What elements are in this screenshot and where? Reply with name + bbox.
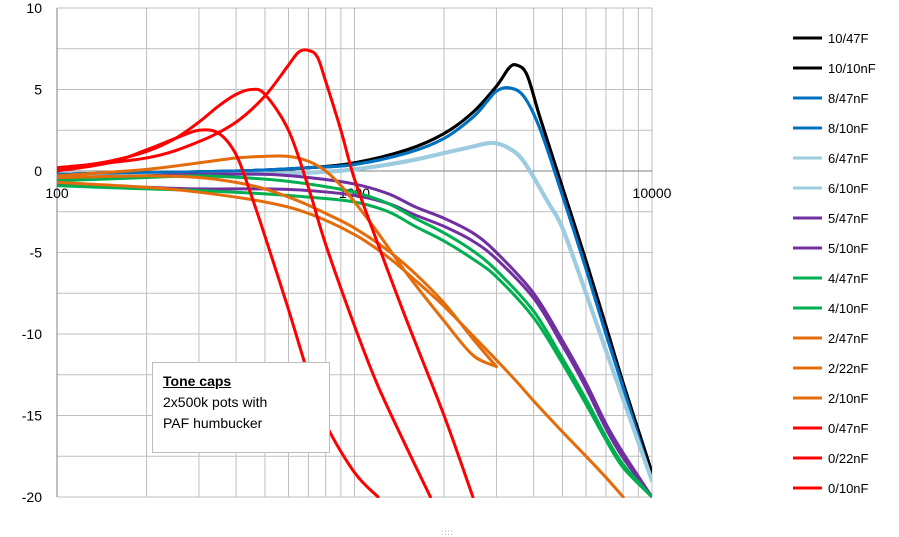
resize-handle[interactable]: :::: [441,528,454,537]
legend-label: 8/47nF [828,91,869,106]
legend-label: 5/10nF [828,241,869,256]
series-line [57,180,625,498]
series-line [57,184,652,498]
annotation-line-1: 2x500k pots with [163,394,268,410]
annotation-line-2: PAF humbucker [163,415,263,431]
grid-lines [56,7,653,498]
legend-label: 2/47nF [828,331,869,346]
annotation-title: Tone caps [163,373,232,389]
legend-label: 10/10nF [828,61,876,76]
legend-label: 8/10nF [828,121,869,136]
series-line [57,174,652,498]
legend-label: 4/10nF [828,301,869,316]
legend-label: 0/10nF [828,481,869,496]
x-tick-label: 100 [45,185,69,201]
y-tick-label: -10 [22,326,42,342]
y-tick-label: -15 [22,408,42,424]
series-line [57,87,432,498]
series-lines [57,48,652,498]
legend-label: 6/10nF [828,181,869,196]
legend-label: 0/22nF [828,451,869,466]
y-tick-label: 0 [34,163,42,179]
x-tick-label: 10000 [633,185,672,201]
legend-label: 0/47nF [828,421,869,436]
series-line [57,48,475,498]
legend-label: 2/10nF [828,391,869,406]
y-tick-label: 5 [34,82,42,98]
legend-label: 4/47nF [828,271,869,286]
y-tick-label: 10 [26,0,42,16]
legend-label: 6/47nF [828,151,869,166]
legend: 10/47F 10/10nF 8/47nF 8/10nF 6/47nF 6/10nF 5/4… [793,31,876,496]
series-line [57,154,498,369]
series-line [57,172,652,498]
y-tick-label: -20 [22,489,42,505]
y-axis-tick-labels: 10 5 0 -5 -10 -15 -20 [22,0,42,505]
y-tick-label: -5 [30,245,43,261]
legend-label: 2/22nF [828,361,869,376]
legend-label: 10/47F [828,31,869,46]
series-line [57,182,652,498]
annotation-box: Tone caps 2x500k pots with PAF humbucker [152,362,330,453]
series-line [57,86,652,483]
legend-label: 5/47nF [828,211,869,226]
